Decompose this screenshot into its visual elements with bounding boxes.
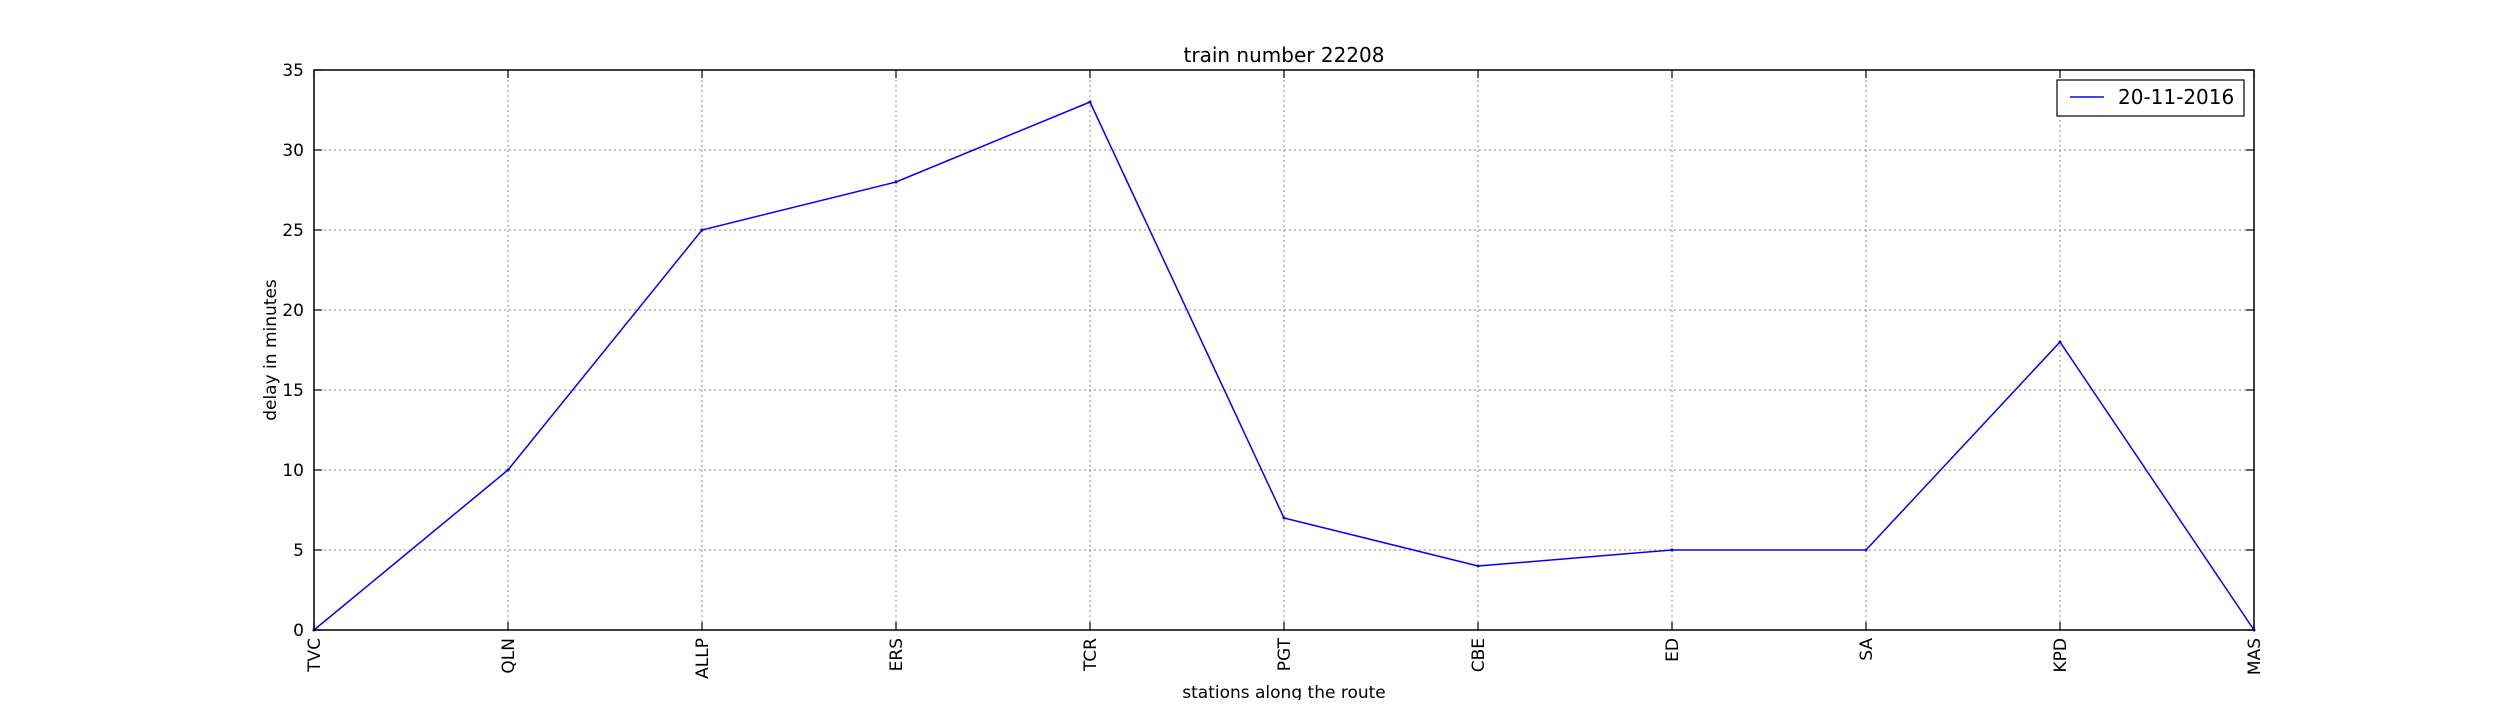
y-axis-label: delay in minutes — [261, 279, 281, 421]
tick-marks — [313, 69, 2255, 631]
data-point — [700, 228, 704, 232]
data-point — [1864, 548, 1868, 552]
y-tick-label: 25 — [282, 221, 304, 241]
y-tick-label: 20 — [282, 301, 304, 321]
y-tick-label: 10 — [282, 461, 304, 481]
data-point — [894, 180, 898, 184]
series-layer — [312, 100, 2256, 632]
x-tick-label: TVC — [305, 638, 325, 673]
x-axis-label: stations along the route — [1182, 683, 1386, 700]
legend-box — [2056, 79, 2245, 117]
x-tick-label: KPD — [2051, 638, 2071, 673]
legend-entry-label: 20-11-2016 — [2118, 85, 2234, 109]
x-tick-label: MAS — [2245, 638, 2265, 675]
chart-title: train number 22208 — [1184, 43, 1385, 67]
data-point — [1282, 516, 1286, 520]
legend: 20-11-2016 — [2056, 79, 2245, 117]
data-point — [2058, 340, 2062, 344]
x-tick-label: ED — [1663, 638, 1683, 662]
y-tick-label: 0 — [293, 621, 304, 641]
y-tick-label: 5 — [293, 541, 304, 561]
data-point — [1670, 548, 1674, 552]
x-tick-label: QLN — [499, 638, 519, 674]
x-tick-label: CBE — [1469, 638, 1489, 672]
tick-labels: TVC QLN ALLP ERS TCR PGT CBE ED SA KPD MAS 0 5 10 15 20… — [282, 61, 2265, 679]
data-point — [1088, 100, 1092, 104]
y-tick-label: 15 — [282, 381, 304, 401]
data-point — [1476, 564, 1480, 568]
x-tick-label: SA — [1857, 638, 1877, 661]
data-point — [506, 468, 510, 472]
x-tick-label: ALLP — [693, 638, 713, 679]
grid-lines — [314, 70, 2254, 630]
x-tick-label: ERS — [887, 638, 907, 671]
x-tick-label: PGT — [1275, 637, 1295, 671]
y-tick-label: 35 — [282, 61, 304, 81]
y-tick-label: 30 — [282, 141, 304, 161]
x-tick-label: TCR — [1081, 638, 1101, 672]
